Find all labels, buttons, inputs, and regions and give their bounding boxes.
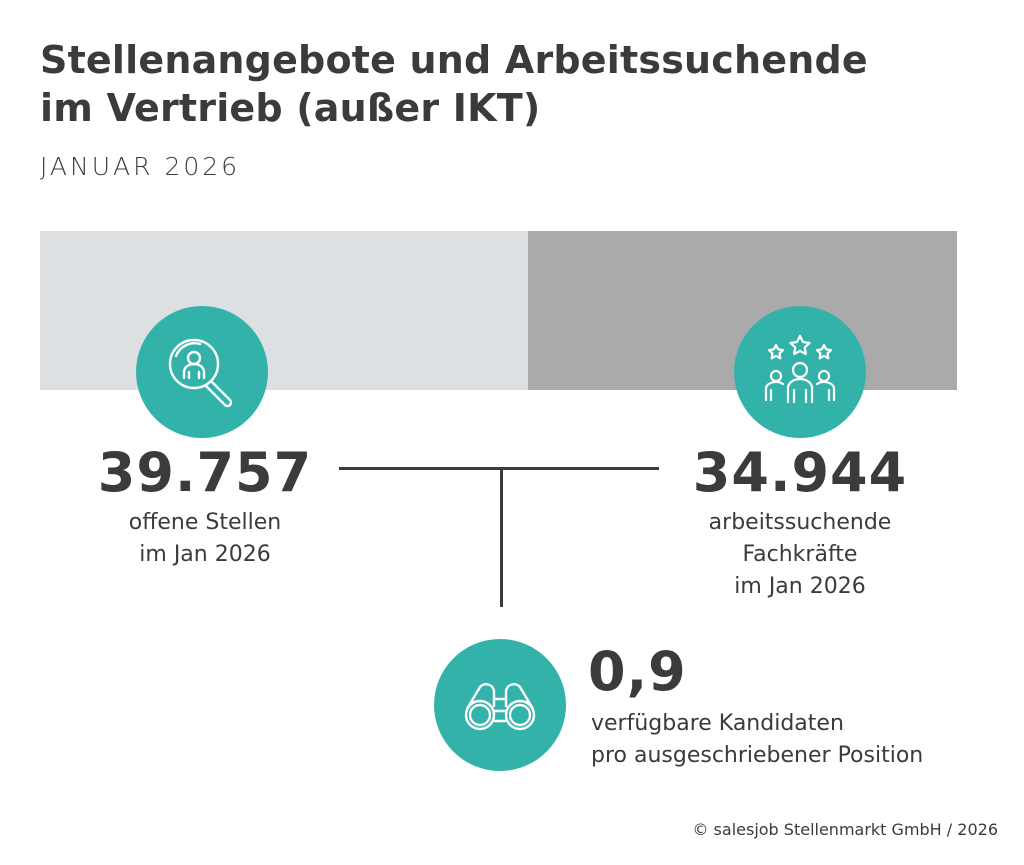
- copyright: © salesjob Stellenmarkt GmbH / 2026: [692, 820, 998, 839]
- job-seekers-label: arbeitssuchende Fachkräfte im Jan 2026: [640, 507, 960, 603]
- ratio-label-line-2: pro ausgeschriebener Position: [591, 743, 924, 768]
- connector-vertical: [500, 469, 503, 607]
- job-seekers-label-line-3: im Jan 2026: [734, 574, 866, 599]
- ratio-label: verfügbare Kandidaten pro ausgeschrieben…: [591, 708, 923, 772]
- ratio-badge: [434, 639, 566, 771]
- team-stars-icon: [764, 334, 836, 404]
- job-seekers-label-line-2: Fachkräfte: [742, 542, 858, 567]
- job-seekers-badge: [734, 306, 866, 438]
- job-seekers-value: 34.944: [692, 441, 908, 504]
- stacked-bar: [40, 231, 957, 390]
- job-seekers-label-line-1: arbeitssuchende: [708, 510, 892, 535]
- magnifier-person-icon: [168, 338, 233, 408]
- ratio-value: 0,9: [588, 640, 687, 703]
- ratio-label-line-1: verfügbare Kandidaten: [591, 711, 844, 736]
- title-line-1: Stellenangebote und Arbeitssuchende: [40, 38, 868, 82]
- bar-segment-open-positions: [40, 231, 529, 390]
- open-positions-label-line-1: offene Stellen: [128, 510, 282, 535]
- subtitle: JANUAR 2026: [40, 152, 241, 181]
- open-positions-label: offene Stellen im Jan 2026: [40, 507, 370, 571]
- open-positions-value: 39.757: [97, 441, 313, 504]
- binoculars-icon: [464, 683, 536, 731]
- title-line-2: im Vertrieb (außer IKT): [40, 86, 541, 130]
- open-positions-label-line-2: im Jan 2026: [139, 542, 271, 567]
- page-title: Stellenangebote und Arbeitssuchende im V…: [40, 36, 868, 132]
- open-positions-badge: [136, 306, 268, 438]
- connector-horizontal: [339, 467, 659, 470]
